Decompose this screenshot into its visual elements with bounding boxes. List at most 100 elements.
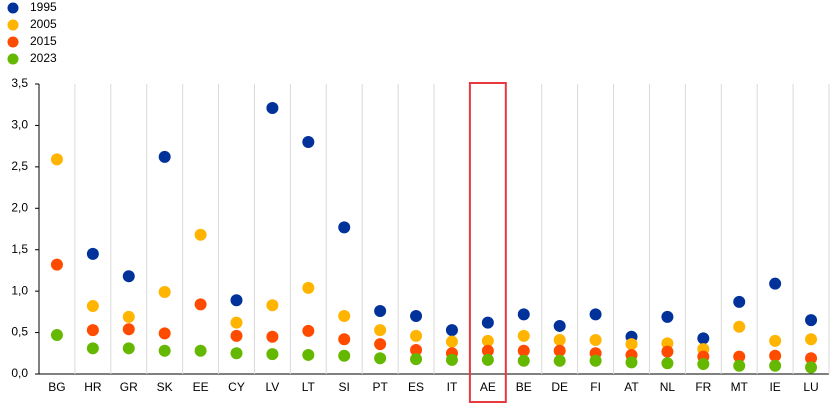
dot [122, 270, 135, 283]
dot [50, 153, 63, 166]
dot [805, 333, 818, 346]
x-tick-label: SI [339, 380, 350, 394]
y-tick-label: 2,5 [11, 159, 28, 173]
x-tick-label: MT [731, 380, 749, 394]
legend-label: 1995 [30, 0, 57, 14]
dot [86, 247, 99, 260]
x-tick-label: NL [660, 380, 676, 394]
dot [733, 359, 746, 372]
dot [625, 338, 638, 351]
dot [589, 334, 602, 347]
dot [517, 329, 530, 342]
legend-marker [7, 36, 19, 48]
dot [374, 338, 387, 351]
dot [302, 348, 315, 361]
dot [553, 344, 566, 357]
dot [733, 295, 746, 308]
dot [338, 221, 351, 234]
dot [517, 354, 530, 367]
dot [769, 359, 782, 372]
y-tick-label: 1,5 [11, 242, 28, 256]
dot [50, 329, 63, 342]
y-tick-label: 0,0 [11, 366, 28, 380]
legend-marker [7, 53, 19, 65]
dot [302, 136, 315, 148]
dot [769, 277, 782, 290]
x-tick-label: IE [769, 380, 780, 394]
dot [733, 320, 746, 333]
dot [410, 353, 423, 366]
dot [805, 352, 818, 365]
x-tick-label: FR [695, 380, 711, 394]
x-tick-label: LT [302, 380, 316, 394]
x-tick-label: PT [372, 380, 388, 394]
dot [481, 316, 494, 329]
dot [733, 350, 746, 363]
dot [266, 102, 279, 115]
dot [553, 319, 566, 332]
dot [517, 308, 530, 321]
x-tick-label: BG [48, 380, 65, 394]
dot [517, 344, 530, 357]
dot [194, 228, 207, 241]
dot [158, 344, 171, 357]
dot [625, 356, 638, 369]
dot [266, 348, 279, 361]
legend-label: 2005 [30, 17, 57, 31]
dot [86, 342, 99, 355]
dot [697, 332, 710, 345]
dot [266, 299, 279, 312]
dot [445, 324, 458, 337]
dot [445, 335, 458, 348]
dot [481, 334, 494, 347]
dot [374, 324, 387, 337]
dot [122, 323, 135, 336]
dot [553, 334, 566, 347]
x-tick-label: ES [408, 380, 424, 394]
dot [805, 361, 818, 374]
dot [697, 358, 710, 371]
dot [661, 337, 674, 350]
legend-label: 2023 [30, 51, 57, 65]
dot [302, 281, 315, 294]
x-tick-label: AT [624, 380, 639, 394]
dot [410, 310, 423, 322]
dot [805, 314, 818, 327]
dot [481, 353, 494, 366]
dot [86, 324, 99, 337]
dot [410, 343, 423, 356]
dot [158, 327, 171, 340]
dot [230, 316, 243, 329]
dot [661, 357, 674, 370]
x-tick-label: HR [84, 380, 102, 394]
dot [194, 344, 207, 357]
dot [338, 349, 351, 362]
dot [266, 330, 279, 343]
x-tick-label: LV [266, 380, 280, 394]
dot [338, 310, 351, 322]
dot [122, 342, 135, 355]
x-tick-label: CY [228, 380, 245, 394]
x-tick-label: SK [157, 380, 173, 394]
dot [86, 300, 99, 313]
highlight-box [468, 82, 507, 403]
dot [122, 310, 135, 323]
y-tick-label: 3,5 [11, 76, 28, 90]
dot [589, 308, 602, 321]
y-tick-label: 0,5 [11, 325, 28, 339]
dot [481, 344, 494, 357]
x-tick-label: IT [447, 380, 458, 394]
dot [338, 333, 351, 346]
dot [661, 345, 674, 358]
y-tick-label: 3,0 [11, 118, 28, 132]
dot [194, 298, 207, 311]
dot [230, 294, 243, 307]
legend-marker [7, 19, 19, 31]
dot [553, 354, 566, 367]
dot [230, 329, 243, 342]
dot [374, 305, 387, 318]
y-tick-label: 1,0 [11, 283, 28, 297]
dot [769, 334, 782, 347]
dot [661, 310, 674, 323]
legend-marker [7, 2, 19, 14]
